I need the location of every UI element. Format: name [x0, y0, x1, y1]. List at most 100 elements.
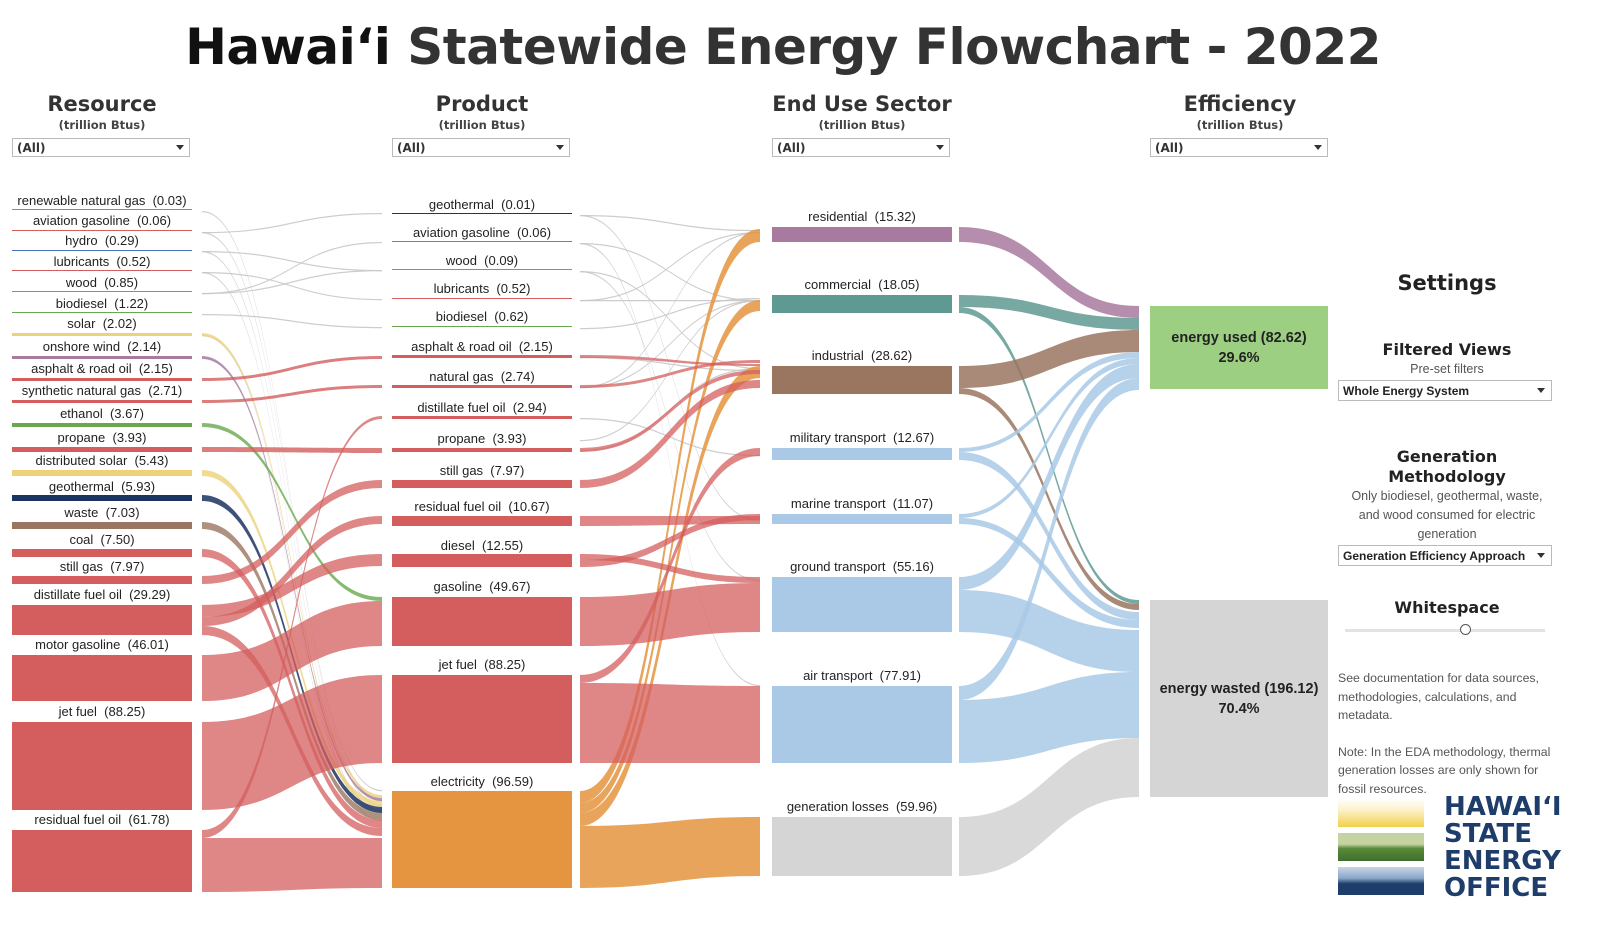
node-wood[interactable]: [12, 291, 192, 292]
node-residual-fuel-oil[interactable]: [392, 516, 572, 526]
node-name: propane: [437, 431, 486, 446]
flow-link: [580, 516, 760, 526]
node-residual-fuel-oil[interactable]: [12, 830, 192, 892]
node-value: 46.01: [120, 637, 168, 652]
flow-link: [202, 333, 382, 798]
node-wood[interactable]: [392, 269, 572, 270]
page-title: Hawai‘i Statewide Energy Flowchart - 202…: [185, 18, 1381, 76]
node-electricity[interactable]: [392, 791, 572, 888]
node-name: marine transport: [790, 496, 886, 511]
node-propane[interactable]: [12, 447, 192, 452]
node-name: lubricants: [53, 254, 110, 269]
node-synthetic-natural-gas[interactable]: [12, 400, 192, 403]
node-ground-transport[interactable]: [772, 577, 952, 632]
node-value: 10.67: [501, 499, 549, 514]
filter-dropdown[interactable]: (All): [772, 138, 950, 157]
node-value: 0.01: [494, 197, 535, 212]
flow-link: [580, 380, 760, 488]
node-geothermal[interactable]: [392, 213, 572, 214]
node-value: 7.03: [98, 505, 139, 520]
column-unit: (trillion Btus): [818, 118, 906, 132]
flow-link: [959, 672, 1139, 763]
node-lubricants[interactable]: [392, 298, 572, 299]
filter-dropdown[interactable]: (All): [12, 138, 190, 157]
node-name: residual fuel oil: [34, 812, 122, 827]
node-value: 11.07: [886, 496, 933, 511]
node-distillate-fuel-oil[interactable]: [12, 605, 192, 635]
node-ethanol[interactable]: [12, 423, 192, 427]
node-generation-losses[interactable]: [772, 817, 952, 876]
flow-link: [580, 215, 760, 232]
node-jet-fuel[interactable]: [392, 675, 572, 763]
node-biodiesel[interactable]: [392, 326, 572, 327]
node-name: generation losses: [786, 799, 889, 814]
node-air-transport[interactable]: [772, 686, 952, 763]
node-name: wood: [445, 253, 477, 268]
node-aviation-gasoline[interactable]: [392, 241, 572, 242]
node-name: jet fuel: [58, 704, 97, 719]
efficiency-percent: 29.6%: [1218, 349, 1260, 366]
node-commercial[interactable]: [772, 295, 952, 313]
node-propane[interactable]: [392, 448, 572, 452]
node-label: electricity96.59: [392, 774, 572, 789]
node-still-gas[interactable]: [392, 480, 572, 488]
settings-panel: Settings Filtered Views Pre-set filters …: [1338, 270, 1556, 798]
node-jet-fuel[interactable]: [12, 722, 192, 810]
node-marine-transport[interactable]: [772, 514, 952, 524]
filter-dropdown[interactable]: (All): [392, 138, 570, 157]
node-value: 0.06: [130, 213, 171, 228]
node-asphalt-road-oil[interactable]: [12, 378, 192, 381]
node-value: 5.43: [127, 453, 168, 468]
node-name: asphalt & road oil: [411, 339, 512, 354]
node-hydro[interactable]: [12, 250, 192, 251]
whitespace-slider[interactable]: [1345, 624, 1545, 635]
node-aviation-gasoline[interactable]: [12, 230, 192, 231]
node-solar[interactable]: [12, 333, 192, 336]
node-residential[interactable]: [772, 227, 952, 242]
generation-dropdown[interactable]: Generation Efficiency Approach: [1338, 545, 1552, 566]
node-onshore-wind[interactable]: [12, 356, 192, 359]
filtered-views-dropdown[interactable]: Whole Energy System: [1338, 380, 1552, 401]
slider-handle[interactable]: [1460, 624, 1471, 635]
node-natural-gas[interactable]: [392, 385, 572, 388]
node-distributed-solar[interactable]: [12, 470, 192, 476]
filter-dropdown[interactable]: (All): [1150, 138, 1328, 157]
node-label: distributed solar5.43: [12, 453, 192, 468]
node-industrial[interactable]: [772, 366, 952, 394]
node-value: 0.52: [109, 254, 150, 269]
flow-link: [202, 416, 382, 838]
flow-link: [959, 518, 1139, 628]
node-still-gas[interactable]: [12, 576, 192, 584]
node-name: biodiesel: [55, 296, 108, 311]
node-energy-wasted[interactable]: energy wasted (196.12) 70.4%: [1150, 600, 1328, 797]
node-biodiesel[interactable]: [12, 312, 192, 313]
node-label: ethanol3.67: [12, 406, 192, 421]
node-renewable-natural-gas[interactable]: [12, 209, 192, 210]
flow-link: [202, 211, 382, 802]
flow-link: [202, 601, 382, 701]
node-waste[interactable]: [12, 522, 192, 529]
node-value: 7.97: [483, 463, 524, 478]
node-label: wood0.09: [392, 253, 572, 268]
node-value: 7.50: [93, 532, 134, 547]
flow-link: [202, 213, 382, 234]
flow-link: [580, 583, 760, 646]
node-lubricants[interactable]: [12, 270, 192, 271]
node-label: industrial28.62: [772, 348, 952, 363]
node-coal[interactable]: [12, 549, 192, 557]
node-geothermal[interactable]: [12, 495, 192, 501]
node-energy-used[interactable]: energy used (82.62) 29.6%: [1150, 306, 1328, 389]
node-motor-gasoline[interactable]: [12, 655, 192, 701]
node-military-transport[interactable]: [772, 448, 952, 460]
efficiency-name: energy wasted: [1159, 680, 1261, 697]
node-asphalt-road-oil[interactable]: [392, 355, 572, 358]
node-diesel[interactable]: [392, 554, 572, 567]
node-value: 12.55: [475, 538, 523, 553]
flow-link: [202, 272, 382, 301]
filtered-views-sub: Pre-set filters: [1410, 362, 1484, 376]
node-value: 49.67: [482, 579, 530, 594]
node-distillate-fuel-oil[interactable]: [392, 416, 572, 419]
column-title: Efficiency: [1183, 92, 1297, 116]
node-gasoline[interactable]: [392, 597, 572, 646]
